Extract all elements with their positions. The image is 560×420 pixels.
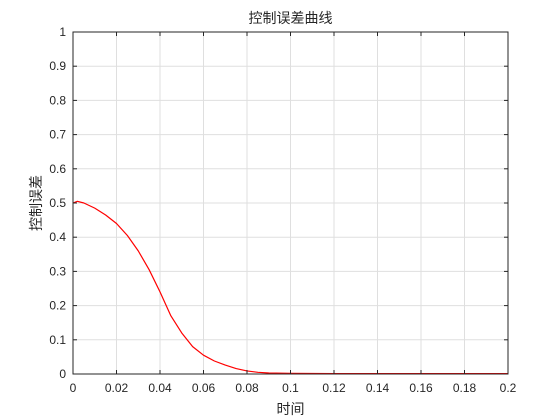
y-tick-label: 0.5: [49, 196, 66, 210]
ticks: 0 0.02 0.04 0.06 0.08 0.1 0.12 0.14 0.16 0.18 0.2 0…: [49, 25, 516, 395]
y-tick-label: 0.1: [49, 333, 66, 347]
x-tick-label: 0.14: [366, 381, 390, 395]
y-tick-label: 0.6: [49, 162, 66, 176]
x-tick-label: 0.06: [192, 381, 216, 395]
x-tick-label: 0.08: [235, 381, 259, 395]
x-tick-label: 0.1: [282, 381, 299, 395]
x-tick-label: 0.04: [148, 381, 172, 395]
y-tick-label: 0.2: [49, 299, 66, 313]
y-tick-label: 0.9: [49, 59, 66, 73]
y-axis-label: 控制误差: [29, 175, 45, 231]
grid: [72, 31, 509, 375]
x-axis-label: 时间: [277, 402, 305, 418]
x-tick-label: 0.02: [105, 381, 129, 395]
y-tick-label: 0: [59, 367, 66, 381]
y-tick-label: 1: [59, 25, 66, 39]
x-tick-label: 0.2: [500, 381, 517, 395]
chart-title: 控制误差曲线: [249, 11, 333, 27]
y-tick-label: 0.8: [49, 93, 66, 107]
x-tick-label: 0.16: [409, 381, 433, 395]
y-tick-label: 0.7: [49, 128, 66, 142]
x-tick-label: 0.12: [322, 381, 346, 395]
x-tick-label: 0.18: [453, 381, 477, 395]
y-tick-label: 0.4: [49, 230, 66, 244]
y-tick-label: 0.3: [49, 264, 66, 278]
x-tick-label: 0: [70, 381, 77, 395]
